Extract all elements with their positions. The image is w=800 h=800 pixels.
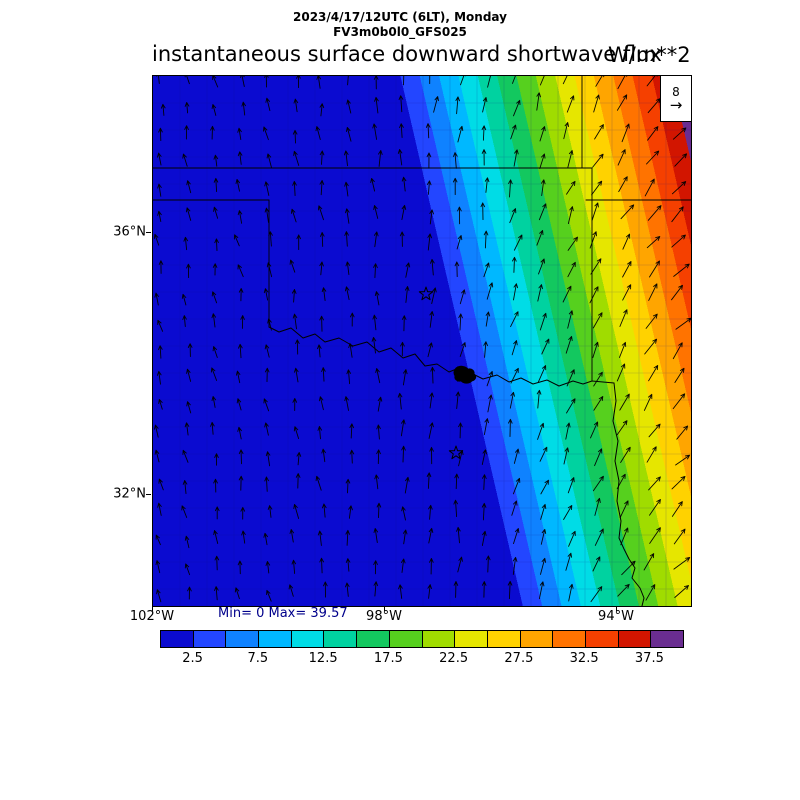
- colorbar-labels: 2.5 7.5 12.5 17.5 22.5 27.5 32.5 37.5: [160, 651, 682, 667]
- colorbar-tick-label: 27.5: [504, 651, 534, 666]
- colorbar-cell: [520, 631, 554, 647]
- colorbar-cell: [193, 631, 227, 647]
- plot-units-label: W/m**2: [608, 43, 691, 67]
- axis-tick: [152, 606, 153, 611]
- axis-tick: [616, 606, 617, 611]
- valid-time-line: 2023/4/17/12UTC (6LT), Monday: [293, 10, 507, 24]
- colorbar-tick-label: 2.5: [182, 651, 203, 666]
- colorbar-cell: [291, 631, 325, 647]
- colorbar-cell: [259, 631, 292, 647]
- red-river-border: [268, 326, 615, 387]
- county-lines: [153, 76, 691, 606]
- colorbar-cell: [487, 631, 521, 647]
- city-star-marker: [418, 286, 434, 301]
- colorbar-cell: [324, 631, 358, 647]
- texas-east-border: [612, 382, 645, 606]
- wind-reference-arrow-icon: →: [669, 96, 683, 114]
- city-star-marker: [448, 445, 464, 460]
- colorbar-tick-label: 37.5: [634, 651, 664, 666]
- lat-tick-label: 36°N: [113, 224, 146, 240]
- wind-vector-arrows: [153, 76, 691, 603]
- colorbar-cell: [422, 631, 456, 647]
- colorbar-cell: [553, 631, 586, 647]
- colorbar-tick-label: 7.5: [247, 651, 269, 666]
- plot-title: instantaneous surface downward shortwave…: [152, 42, 662, 66]
- colorbar-cell: [618, 631, 652, 647]
- colorbar-cell: [226, 631, 260, 647]
- axis-tick: [384, 606, 385, 611]
- colorbar-tick-label: 32.5: [569, 651, 599, 666]
- wind-reference-box: 8 →: [660, 76, 691, 122]
- lon-tick-label: 102°W: [129, 609, 175, 624]
- model-run-line: FV3m0b0l0_GFS025: [333, 25, 467, 39]
- min-max-readout: Min= 0 Max= 39.57: [218, 606, 348, 621]
- colorbar-cell: [389, 631, 423, 647]
- map-panel: 8 →: [152, 75, 692, 607]
- colorbar-tick-label: 12.5: [308, 651, 338, 666]
- lon-tick-label: 98°W: [366, 609, 402, 624]
- colorbar-cell: [585, 631, 619, 647]
- colorbar-cell: [455, 631, 488, 647]
- colorbar-tick-label: 22.5: [439, 651, 469, 666]
- colorbar-cell: [651, 631, 683, 647]
- lat-tick-label: 32°N: [113, 486, 146, 502]
- axis-tick: [146, 232, 151, 233]
- lon-tick-label: 94°W: [598, 609, 634, 624]
- colorbar: [160, 630, 684, 648]
- colorbar-cell: [161, 631, 194, 647]
- axis-tick: [146, 494, 151, 495]
- plot-header: 2023/4/17/12UTC (6LT), Monday FV3m0b0l0_…: [0, 10, 800, 40]
- colorbar-tick-label: 17.5: [373, 651, 403, 666]
- map-overlay: [153, 76, 691, 606]
- colorbar-cell: [357, 631, 390, 647]
- wind-reference-value: 8: [672, 85, 680, 99]
